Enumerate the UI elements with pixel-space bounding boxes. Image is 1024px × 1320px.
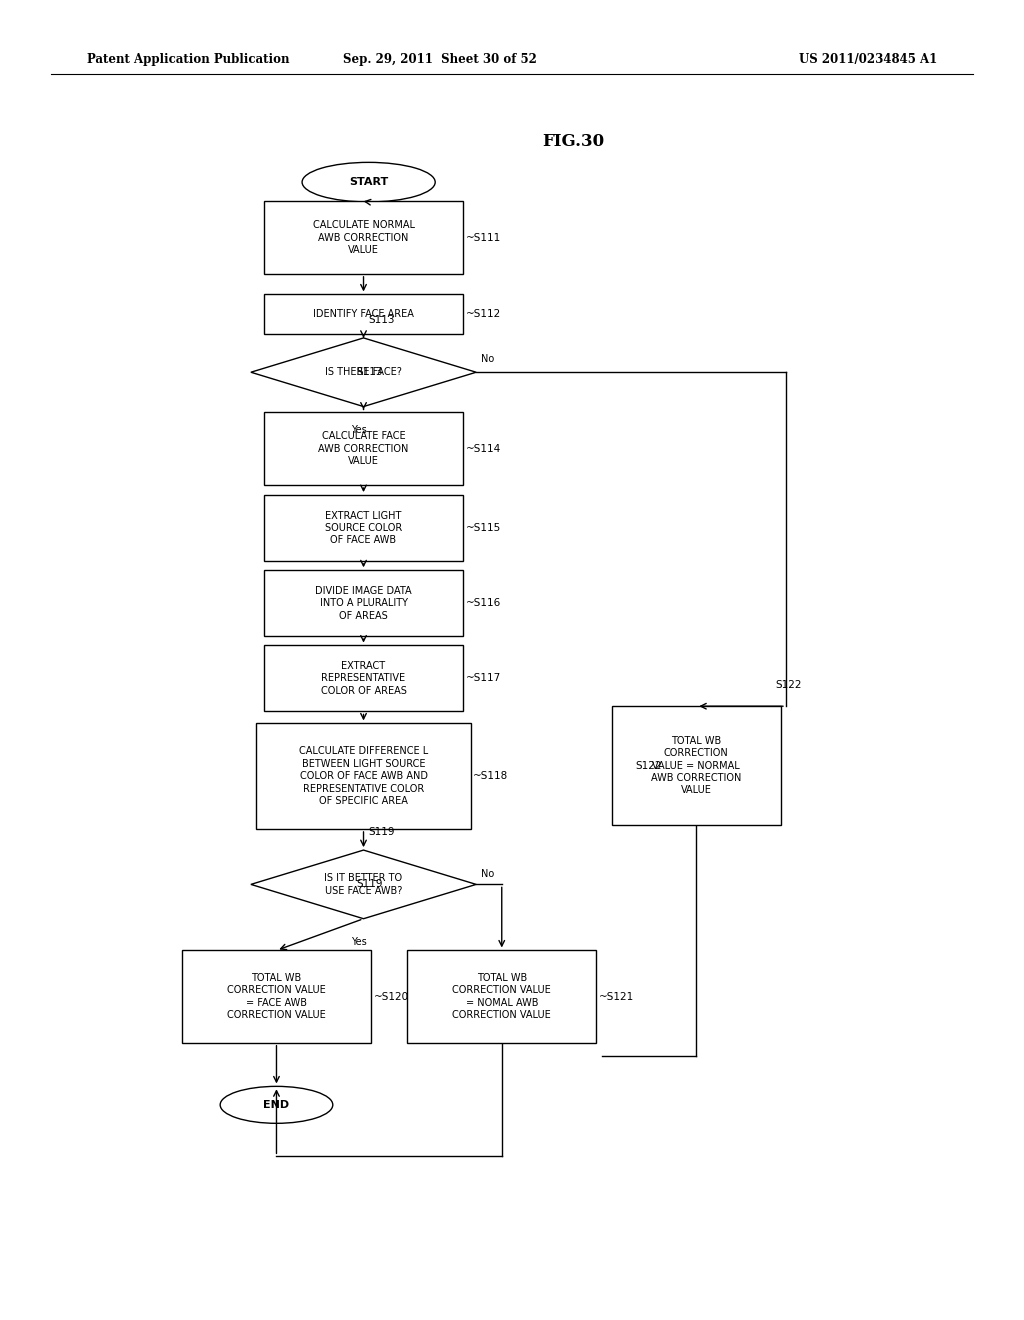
Text: IDENTIFY FACE AREA: IDENTIFY FACE AREA [313, 309, 414, 319]
Text: ~S120: ~S120 [374, 991, 409, 1002]
Text: ~S121: ~S121 [599, 991, 634, 1002]
FancyBboxPatch shape [263, 570, 463, 636]
Text: ~S115: ~S115 [466, 523, 501, 533]
Text: US 2011/0234845 A1: US 2011/0234845 A1 [799, 53, 937, 66]
Text: S113: S113 [356, 367, 383, 378]
Ellipse shape [220, 1086, 333, 1123]
Text: CALCULATE FACE
AWB CORRECTION
VALUE: CALCULATE FACE AWB CORRECTION VALUE [318, 432, 409, 466]
FancyBboxPatch shape [612, 706, 781, 825]
Text: No: No [481, 354, 495, 364]
Polygon shape [251, 338, 476, 407]
Text: CALCULATE DIFFERENCE L
BETWEEN LIGHT SOURCE
COLOR OF FACE AWB AND
REPRESENTATIVE: CALCULATE DIFFERENCE L BETWEEN LIGHT SOU… [299, 746, 428, 807]
Text: ~S111: ~S111 [466, 232, 501, 243]
Polygon shape [251, 850, 476, 919]
Text: EXTRACT
REPRESENTATIVE
COLOR OF AREAS: EXTRACT REPRESENTATIVE COLOR OF AREAS [321, 661, 407, 696]
Text: CALCULATE NORMAL
AWB CORRECTION
VALUE: CALCULATE NORMAL AWB CORRECTION VALUE [312, 220, 415, 255]
Text: S119: S119 [356, 879, 383, 890]
Text: S113: S113 [369, 314, 395, 325]
Text: END: END [263, 1100, 290, 1110]
FancyBboxPatch shape [263, 294, 463, 334]
Text: FIG.30: FIG.30 [543, 133, 605, 149]
Text: TOTAL WB
CORRECTION VALUE
= FACE AWB
CORRECTION VALUE: TOTAL WB CORRECTION VALUE = FACE AWB COR… [227, 973, 326, 1020]
FancyBboxPatch shape [182, 950, 372, 1043]
Text: TOTAL WB
CORRECTION VALUE
= NOMAL AWB
CORRECTION VALUE: TOTAL WB CORRECTION VALUE = NOMAL AWB CO… [453, 973, 551, 1020]
Text: No: No [481, 869, 495, 879]
FancyBboxPatch shape [263, 201, 463, 275]
Text: DIVIDE IMAGE DATA
INTO A PLURALITY
OF AREAS: DIVIDE IMAGE DATA INTO A PLURALITY OF AR… [315, 586, 412, 620]
Text: Yes: Yes [350, 425, 367, 436]
Text: Sep. 29, 2011  Sheet 30 of 52: Sep. 29, 2011 Sheet 30 of 52 [343, 53, 538, 66]
Ellipse shape [302, 162, 435, 202]
Text: S122: S122 [776, 680, 802, 690]
Text: START: START [349, 177, 388, 187]
Text: ~S112: ~S112 [466, 309, 501, 319]
FancyBboxPatch shape [407, 950, 596, 1043]
Text: ~S116: ~S116 [466, 598, 501, 609]
Text: ~S118: ~S118 [473, 771, 508, 781]
Text: S122: S122 [635, 760, 662, 771]
Text: Yes: Yes [350, 937, 367, 948]
Text: ~S114: ~S114 [466, 444, 501, 454]
Text: TOTAL WB
CORRECTION
VALUE = NORMAL
AWB CORRECTION
VALUE: TOTAL WB CORRECTION VALUE = NORMAL AWB C… [651, 735, 741, 796]
Text: EXTRACT LIGHT
SOURCE COLOR
OF FACE AWB: EXTRACT LIGHT SOURCE COLOR OF FACE AWB [325, 511, 402, 545]
FancyBboxPatch shape [263, 645, 463, 711]
FancyBboxPatch shape [263, 412, 463, 484]
FancyBboxPatch shape [263, 495, 463, 561]
Text: S119: S119 [369, 826, 395, 837]
Text: Patent Application Publication: Patent Application Publication [87, 53, 290, 66]
FancyBboxPatch shape [256, 723, 471, 829]
Text: IS IT BETTER TO
USE FACE AWB?: IS IT BETTER TO USE FACE AWB? [325, 874, 402, 895]
Text: IS THERE FACE?: IS THERE FACE? [325, 367, 402, 378]
Text: ~S117: ~S117 [466, 673, 501, 684]
